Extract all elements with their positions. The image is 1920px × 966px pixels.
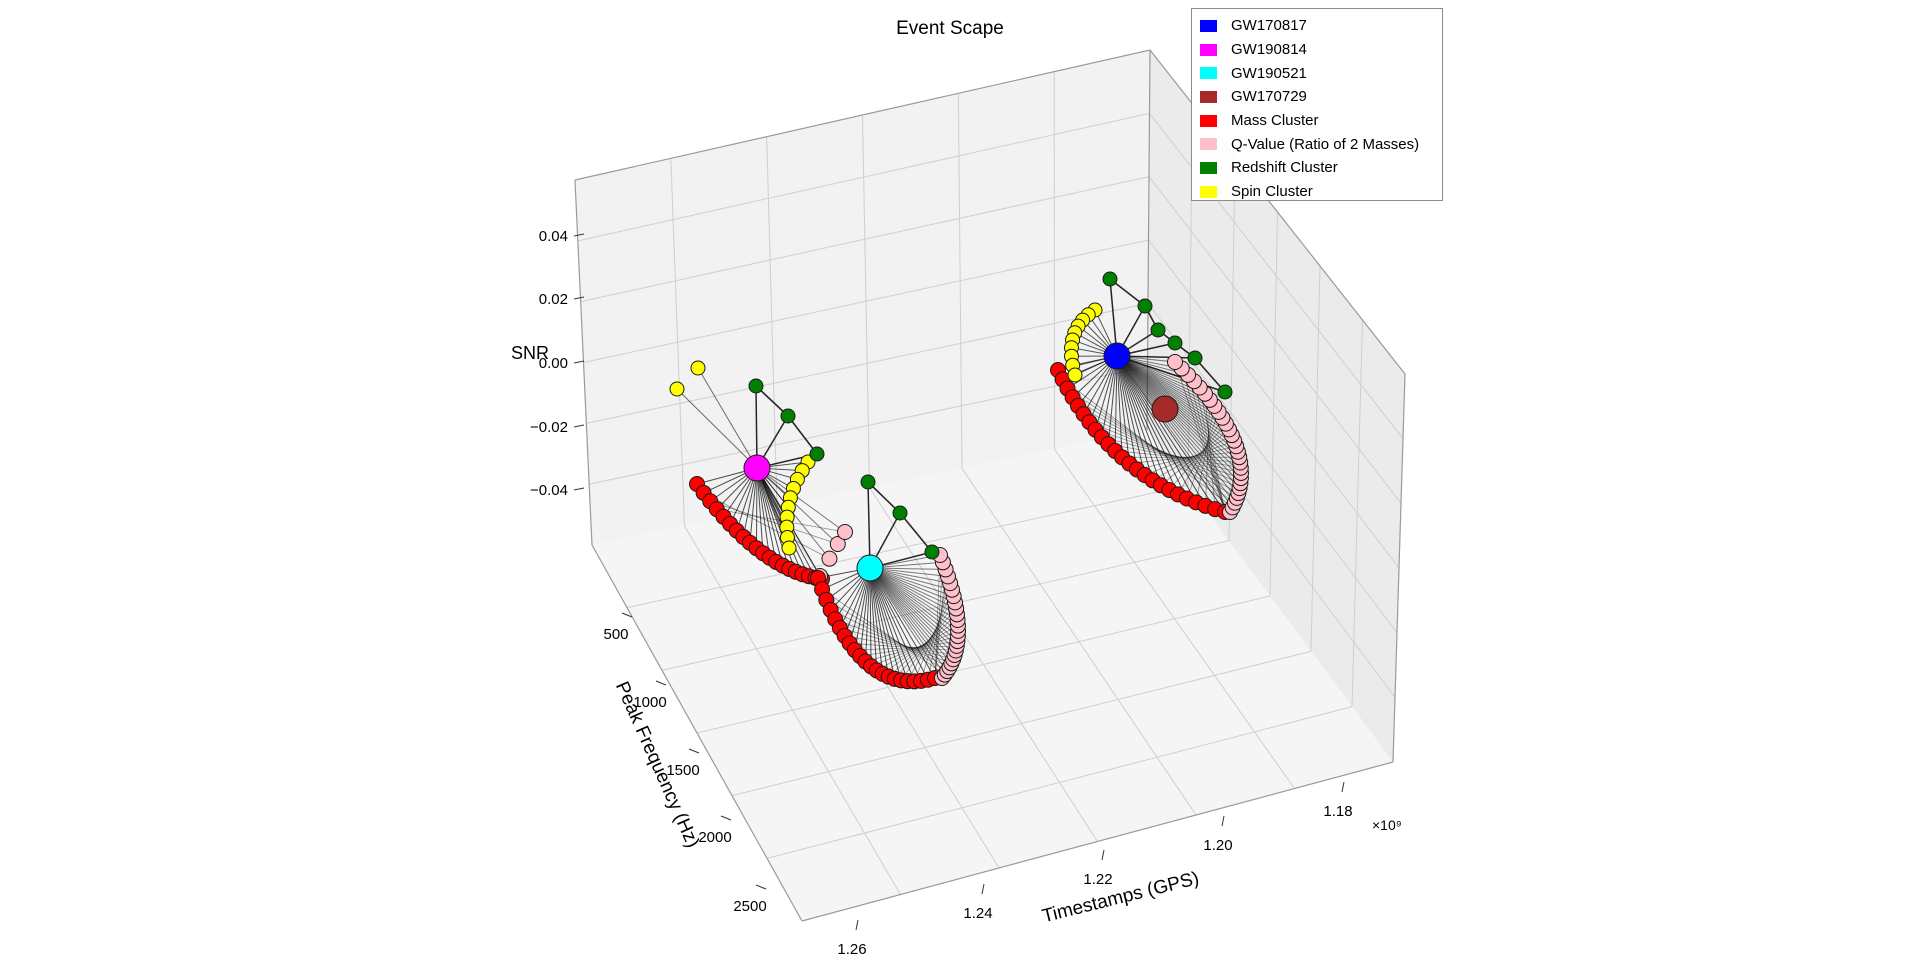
event-gw190814-node: [744, 455, 770, 481]
legend-swatch: [1200, 67, 1217, 79]
legend-item: Mass Cluster: [1200, 109, 1436, 133]
redshift-cluster-node: [810, 447, 824, 461]
tick-mark: [1102, 850, 1104, 860]
legend-label: Redshift Cluster: [1231, 159, 1338, 176]
redshift-cluster-node: [1138, 299, 1152, 313]
legend-item: Q-Value (Ratio of 2 Masses): [1200, 132, 1436, 156]
tick-mark: [721, 816, 731, 820]
tick-mark: [856, 920, 858, 930]
tick-mark: [982, 884, 984, 894]
redshift-cluster-node: [1168, 336, 1182, 350]
legend-swatch: [1200, 186, 1217, 198]
legend-label: GW170729: [1231, 88, 1307, 105]
tick-mark: [756, 885, 766, 889]
legend-label: Q-Value (Ratio of 2 Masses): [1231, 136, 1419, 153]
legend-label: GW190521: [1231, 65, 1307, 82]
redshift-cluster-node: [893, 506, 907, 520]
legend-label: Spin Cluster: [1231, 183, 1313, 200]
q-value-node: [838, 525, 853, 540]
legend-item: Redshift Cluster: [1200, 156, 1436, 180]
legend-swatch: [1200, 115, 1217, 127]
z-tick-label: −0.02: [530, 419, 568, 436]
tick-mark: [574, 361, 584, 363]
tick-mark: [689, 749, 699, 753]
x-axis-offset: ×10⁹: [1372, 817, 1402, 833]
legend-swatch: [1200, 20, 1217, 32]
legend-item: GW190814: [1200, 38, 1436, 62]
event-gw170817-node: [1104, 343, 1130, 369]
tick-mark: [656, 681, 666, 685]
redshift-cluster-node: [781, 409, 795, 423]
spin-cluster-node: [782, 541, 796, 555]
redshift-cluster-node: [1151, 323, 1165, 337]
redshift-cluster-node: [861, 475, 875, 489]
x-tick-label: 1.18: [1323, 803, 1352, 820]
x-tick-label: 1.26: [837, 941, 866, 958]
redshift-cluster-node: [925, 545, 939, 559]
spin-cluster-node: [691, 361, 705, 375]
legend-label: GW190814: [1231, 41, 1307, 58]
y-tick-label: 500: [603, 626, 628, 643]
redshift-cluster-node: [1218, 385, 1232, 399]
tick-mark: [574, 488, 584, 490]
legend-swatch: [1200, 44, 1217, 56]
spin-cluster-node: [1068, 368, 1082, 382]
tick-mark: [1222, 816, 1224, 826]
legend-item: GW170817: [1200, 14, 1436, 38]
redshift-cluster-node: [749, 379, 763, 393]
event-gw170729-node: [1152, 396, 1178, 422]
tick-mark: [1342, 782, 1344, 792]
legend-swatch: [1200, 138, 1217, 150]
legend: GW170817 GW190814 GW190521 GW170729 Mass…: [1191, 8, 1443, 201]
redshift-cluster-node: [1188, 351, 1202, 365]
z-tick-label: 0.02: [539, 291, 568, 308]
legend-item: GW190521: [1200, 61, 1436, 85]
q-value-node: [1168, 355, 1183, 370]
z-tick-label: −0.04: [530, 482, 568, 499]
x-tick-label: 1.20: [1203, 837, 1232, 854]
x-tick-label: 1.22: [1083, 871, 1112, 888]
x-axis-label: Timestamps (GPS): [1040, 868, 1201, 927]
event-gw190521-node: [857, 555, 883, 581]
spin-cluster-node: [670, 382, 684, 396]
y-tick-label: 2500: [733, 898, 766, 915]
chart-title: Event Scape: [896, 18, 1004, 39]
legend-swatch: [1200, 162, 1217, 174]
x-tick-label: 1.24: [963, 905, 992, 922]
q-value-node: [822, 551, 837, 566]
redshift-cluster-node: [1103, 272, 1117, 286]
legend-swatch: [1200, 91, 1217, 103]
legend-item: Spin Cluster: [1200, 180, 1436, 204]
y-tick-label: 2000: [698, 829, 731, 846]
legend-label: GW170817: [1231, 17, 1307, 34]
tick-mark: [574, 425, 584, 427]
legend-item: GW170729: [1200, 85, 1436, 109]
z-axis-label: SNR: [511, 343, 549, 363]
legend-label: Mass Cluster: [1231, 112, 1319, 129]
z-tick-label: 0.04: [539, 228, 568, 245]
